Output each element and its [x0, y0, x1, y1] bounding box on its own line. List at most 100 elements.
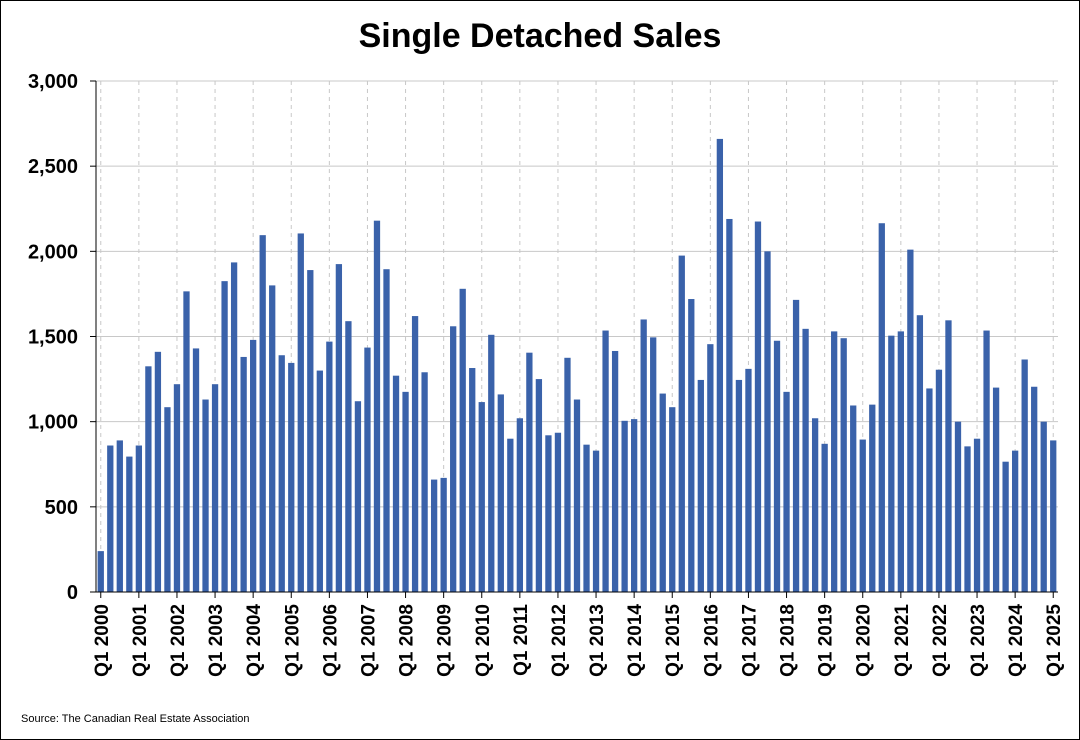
bar	[745, 368, 752, 592]
bar	[726, 218, 733, 592]
bar	[992, 387, 1000, 592]
y-tick-label: 0	[67, 582, 78, 604]
bar	[573, 399, 581, 592]
y-tick-label: 500	[45, 497, 78, 519]
x-tick-label: Q1 2023	[968, 604, 989, 677]
bar	[697, 379, 704, 592]
bar	[773, 340, 781, 592]
bar	[326, 341, 333, 592]
bar	[383, 269, 390, 592]
bar	[259, 235, 266, 592]
bar	[611, 350, 619, 592]
bar	[116, 440, 123, 592]
x-tick-label: Q1 2004	[244, 604, 265, 677]
y-tick-label: 1,500	[28, 327, 78, 349]
x-tick-label: Q1 2010	[473, 604, 494, 677]
bar	[459, 288, 466, 592]
bar	[507, 438, 514, 592]
bar	[230, 262, 238, 592]
bar	[973, 438, 981, 592]
bar	[602, 330, 609, 592]
bar	[859, 439, 866, 592]
bar	[183, 291, 190, 592]
bar	[154, 351, 162, 592]
x-tick-label: Q1 2024	[1006, 604, 1027, 677]
bar	[278, 355, 285, 592]
bar	[916, 315, 924, 592]
bar	[669, 407, 676, 592]
bar	[250, 339, 257, 592]
x-tick-label: Q1 2016	[701, 604, 722, 677]
bar	[497, 394, 504, 592]
bar	[621, 420, 628, 592]
x-tick-label: Q1 2009	[435, 604, 456, 677]
bar	[516, 418, 523, 592]
bar	[211, 384, 219, 592]
bar	[173, 384, 181, 592]
bar	[840, 338, 847, 592]
bar	[240, 356, 247, 592]
bar	[421, 372, 428, 592]
bar	[488, 334, 495, 592]
bar	[440, 477, 447, 592]
x-tick-label: Q1 2021	[892, 604, 913, 677]
x-tick-label: Q1 2025	[1044, 604, 1065, 677]
bar	[821, 443, 828, 592]
bar	[716, 138, 724, 592]
bar	[411, 316, 419, 592]
source-note: Source: The Canadian Real Estate Associa…	[21, 713, 250, 725]
x-tick-label: Q1 2017	[739, 604, 760, 677]
bar	[792, 299, 800, 592]
x-tick-label: Q1 2015	[663, 604, 684, 677]
y-tick-label: 1,000	[28, 412, 78, 434]
bar	[935, 369, 943, 592]
bar	[754, 221, 762, 592]
bar	[221, 281, 228, 592]
chart-title: Single Detached Sales	[358, 17, 722, 55]
y-tick-label: 2,500	[28, 156, 78, 178]
bar	[478, 402, 485, 592]
bar	[831, 331, 838, 592]
x-tick-label: Q1 2018	[778, 604, 799, 677]
bar	[564, 357, 571, 592]
bar	[335, 264, 343, 592]
bar	[783, 391, 790, 592]
bar	[897, 331, 904, 592]
x-tick-label: Q1 2012	[549, 604, 570, 677]
bar	[583, 444, 590, 592]
bar	[364, 347, 371, 592]
bar	[907, 249, 914, 592]
bar	[126, 456, 133, 592]
bar	[297, 233, 304, 592]
bar	[164, 407, 171, 592]
bar	[802, 328, 809, 592]
bar	[288, 362, 295, 592]
bar	[640, 319, 647, 592]
x-tick-label: Q1 2013	[587, 604, 608, 677]
bar	[592, 450, 600, 592]
y-tick-label: 2,000	[28, 241, 78, 263]
bar	[107, 445, 114, 592]
bar	[469, 368, 476, 592]
bar	[678, 255, 685, 592]
bar	[545, 435, 552, 592]
bar	[1021, 359, 1028, 592]
bar	[135, 445, 143, 592]
x-tick-label: Q1 2003	[206, 604, 227, 677]
bar	[316, 370, 323, 592]
bar	[192, 348, 200, 592]
x-tick-label: Q1 2019	[816, 604, 837, 677]
bar	[430, 479, 438, 592]
bar	[307, 270, 314, 592]
bar	[735, 379, 743, 592]
bar	[345, 321, 352, 592]
bar	[392, 375, 400, 592]
bar	[945, 320, 952, 592]
x-tick-label: Q1 2008	[397, 604, 418, 677]
bar	[707, 344, 714, 592]
bar	[145, 366, 152, 592]
bar	[869, 404, 876, 592]
bar	[659, 393, 666, 592]
bar	[1040, 421, 1047, 592]
